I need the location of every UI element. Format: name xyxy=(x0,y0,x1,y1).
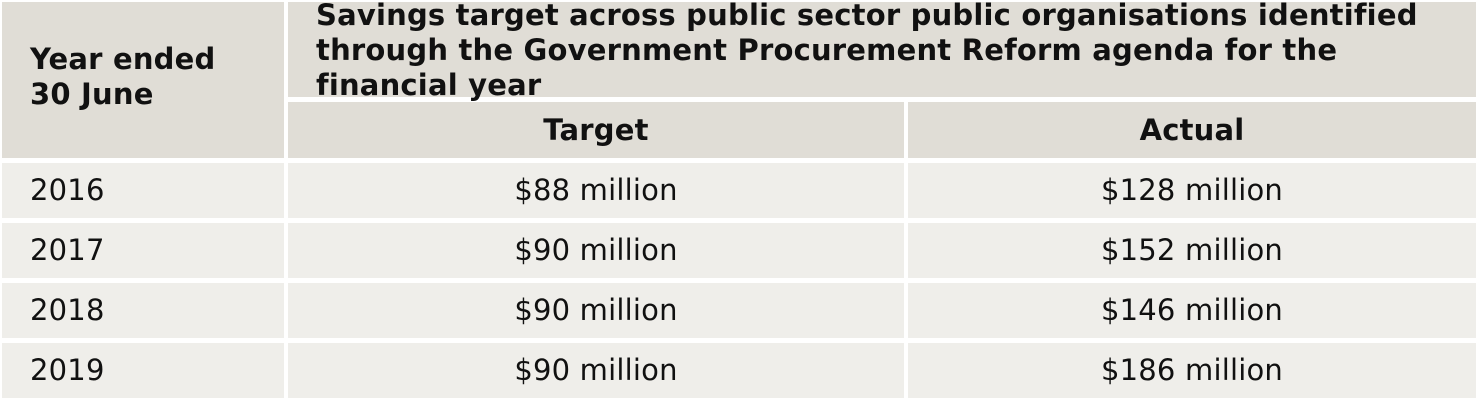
table-row-actual: $146 million xyxy=(908,283,1476,338)
table-row-year: 2019 xyxy=(2,343,284,398)
year-ended-header: Year ended 30 June xyxy=(2,2,284,158)
table-row-target: $90 million xyxy=(288,223,904,278)
year-ended-header-label: Year ended 30 June xyxy=(30,42,216,111)
target-value: $90 million xyxy=(514,293,678,328)
table-row-year: 2018 xyxy=(2,283,284,338)
savings-target-header-label: Savings target across public sector publ… xyxy=(316,0,1418,102)
target-column-header-label: Target xyxy=(543,112,649,147)
table-row-year: 2017 xyxy=(2,223,284,278)
year-value: 2016 xyxy=(30,173,105,208)
target-value: $90 million xyxy=(514,353,678,388)
target-column-header: Target xyxy=(288,102,904,158)
table-row-year: 2016 xyxy=(2,163,284,218)
savings-target-header: Savings target across public sector publ… xyxy=(288,0,1476,102)
year-value: 2017 xyxy=(30,233,105,268)
actual-value: $186 million xyxy=(1100,353,1284,388)
table-row-actual: $186 million xyxy=(908,343,1476,398)
year-value: 2019 xyxy=(30,353,105,388)
table-row-actual: $152 million xyxy=(908,223,1476,278)
actual-value: $128 million xyxy=(1100,173,1284,208)
table-row-target: $90 million xyxy=(288,343,904,398)
table-row-target: $88 million xyxy=(288,163,904,218)
actual-column-header-label: Actual xyxy=(1139,112,1245,147)
table-row-target: $90 million xyxy=(288,283,904,338)
target-value: $88 million xyxy=(514,173,678,208)
target-value: $90 million xyxy=(514,233,678,268)
actual-value: $152 million xyxy=(1100,233,1284,268)
year-value: 2018 xyxy=(30,293,105,328)
table-row-actual: $128 million xyxy=(908,163,1476,218)
actual-value: $146 million xyxy=(1100,293,1284,328)
actual-column-header: Actual xyxy=(908,102,1476,158)
